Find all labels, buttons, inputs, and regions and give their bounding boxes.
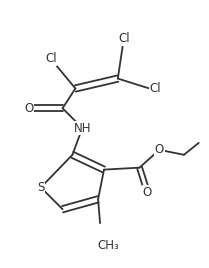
Text: Cl: Cl (45, 52, 57, 65)
Text: CH₃: CH₃ (97, 239, 119, 252)
Text: NH: NH (74, 122, 91, 135)
Text: O: O (24, 102, 34, 115)
Text: S: S (37, 181, 45, 194)
Text: O: O (155, 143, 164, 156)
Text: Cl: Cl (118, 32, 130, 46)
Text: O: O (143, 186, 152, 199)
Text: Cl: Cl (149, 82, 161, 95)
